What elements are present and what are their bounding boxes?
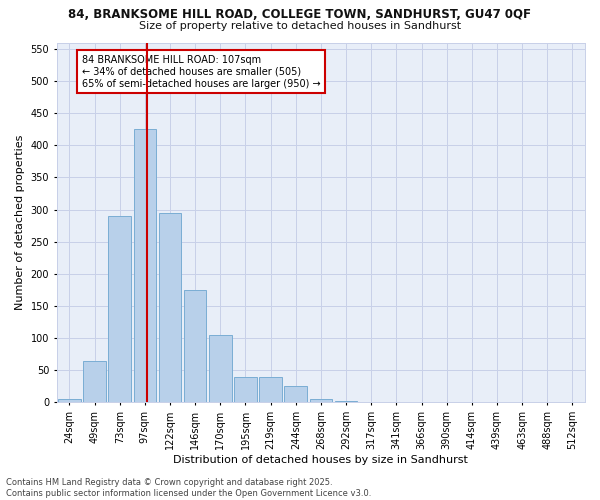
Bar (234, 376, 257, 402)
Bar (284, 386, 307, 402)
Bar (83, 360, 106, 403)
Bar (58, 399, 81, 402)
Text: 84, BRANKSOME HILL ROAD, COLLEGE TOWN, SANDHURST, GU47 0QF: 84, BRANKSOME HILL ROAD, COLLEGE TOWN, S… (68, 8, 532, 20)
Bar (209, 335, 232, 402)
Bar (310, 399, 332, 402)
Bar (134, 130, 156, 402)
Text: 84 BRANKSOME HILL ROAD: 107sqm
← 34% of detached houses are smaller (505)
65% of: 84 BRANKSOME HILL ROAD: 107sqm ← 34% of … (82, 56, 320, 88)
X-axis label: Distribution of detached houses by size in Sandhurst: Distribution of detached houses by size … (173, 455, 469, 465)
Bar (184, 290, 206, 403)
Bar (158, 213, 181, 402)
Bar (109, 216, 131, 402)
Text: Contains HM Land Registry data © Crown copyright and database right 2025.
Contai: Contains HM Land Registry data © Crown c… (6, 478, 371, 498)
Text: Size of property relative to detached houses in Sandhurst: Size of property relative to detached ho… (139, 21, 461, 31)
Bar (259, 376, 282, 402)
Y-axis label: Number of detached properties: Number of detached properties (15, 135, 25, 310)
Bar (335, 400, 358, 402)
